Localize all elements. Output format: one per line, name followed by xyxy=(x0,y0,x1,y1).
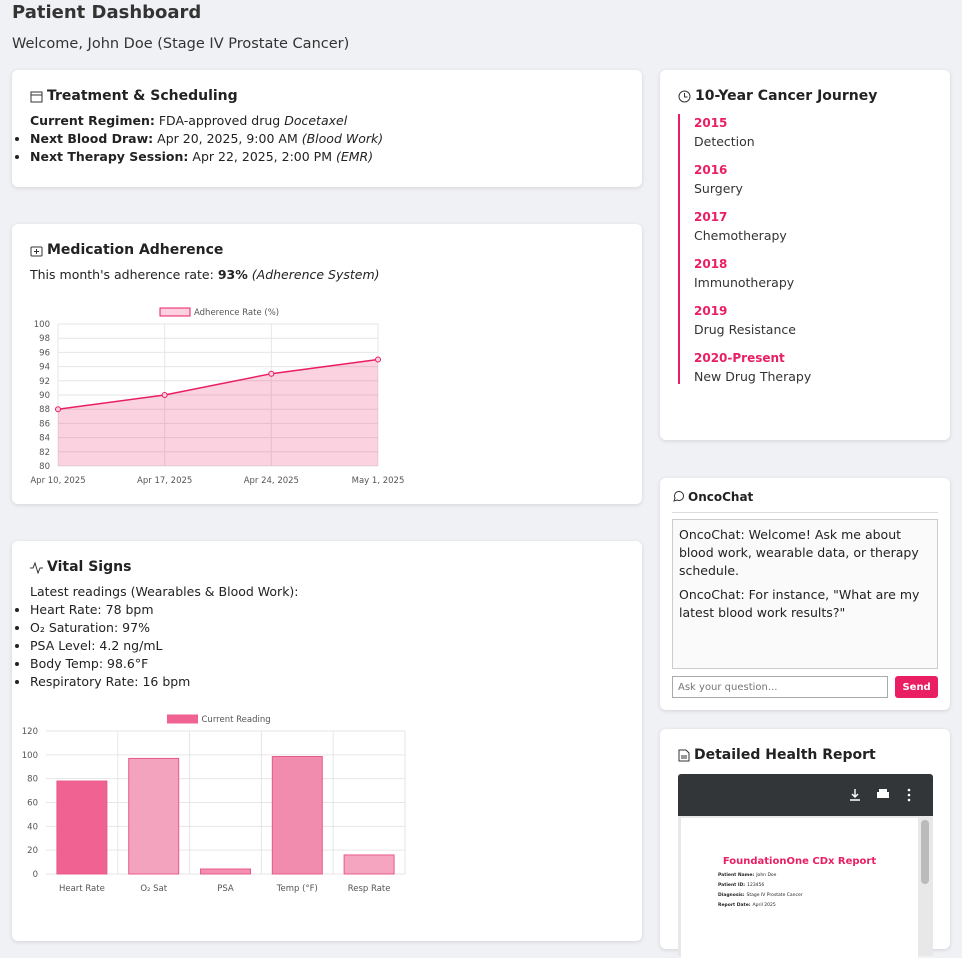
field-label: Report Date: xyxy=(718,903,751,908)
card-title: Vital Signs xyxy=(30,559,624,575)
timeline: 2015 Detection 2016 Surgery 2017 Chemotherapy… xyxy=(678,114,932,384)
card-title: Treatment & Scheduling xyxy=(30,88,624,104)
em: (Blood Work) xyxy=(301,131,384,146)
event: Immunotherapy xyxy=(694,275,795,290)
list: Heart Rate: 78 bpmO₂ Saturation: 97%PSA … xyxy=(12,601,624,691)
doc-title: FoundationOne CDx Report xyxy=(722,856,877,867)
item: Next Blood Draw:Apr 20, 2025, 9:00 AM(Bl… xyxy=(30,130,624,148)
adherence-card: Medication Adherence This month's adhere… xyxy=(12,224,642,504)
text: Apr 20, 2025, 9:00 AM xyxy=(157,131,298,146)
field: Report Date: April 2025 xyxy=(718,901,918,911)
em: Docetaxel xyxy=(284,113,348,128)
field: Diagnosis: Stage IV Prostate Cancer xyxy=(718,891,918,901)
em: (EMR) xyxy=(336,149,374,164)
text: This month's adherence rate: xyxy=(30,267,214,282)
chat-input[interactable] xyxy=(672,676,889,698)
title-text: Medication Adherence xyxy=(47,242,224,258)
title-text: OncoChat xyxy=(688,490,754,504)
toolbar-icons xyxy=(850,788,911,802)
event: Surgery xyxy=(694,181,743,196)
title-text: Vital Signs xyxy=(47,559,132,575)
treatment-card: Treatment & Scheduling Current Regimen: F… xyxy=(12,70,642,187)
icon xyxy=(673,491,684,502)
label: Current Regimen: xyxy=(30,113,155,128)
rate-line: This month's adherence rate: 93% (Adherenc… xyxy=(30,266,624,284)
label: Next Blood Draw: xyxy=(30,131,154,146)
event: New Drug Therapy xyxy=(694,369,812,384)
text: FDA-approved drug xyxy=(158,113,281,128)
icon xyxy=(678,749,690,761)
item: PSA Level: 4.2 ng/mL xyxy=(30,637,624,655)
list: Next Blood Draw:Apr 20, 2025, 9:00 AM(Bl… xyxy=(12,130,624,166)
pdf-page: FoundationOne CDx Report Patient Name: Jo… xyxy=(681,818,918,958)
field-value: John Doe xyxy=(756,873,777,878)
title-text: Detailed Health Report xyxy=(694,747,876,763)
page: Patient Dashboard Welcome, John Doe (Sta… xyxy=(0,0,962,908)
field: Patient ID: 123456 xyxy=(718,881,918,891)
doc-fields: Patient Name: John Doe Patient ID: 123456 Di… xyxy=(718,871,918,911)
report-card: Detailed Health Report FoundationOne CDx… xyxy=(660,729,950,958)
field-label: Diagnosis: xyxy=(718,893,745,898)
icon xyxy=(30,560,43,574)
item: Body Temp: 98.6°F xyxy=(30,655,624,673)
rate: 93% xyxy=(217,267,248,282)
card-title: Medication Adherence xyxy=(30,242,624,258)
card-title: Detailed Health Report xyxy=(678,747,932,763)
regimen: Current Regimen: FDA-approved drug Docetax… xyxy=(30,112,624,130)
field-value: April 2025 xyxy=(752,903,776,908)
year: 2015 xyxy=(694,116,728,130)
title: Patient Dashboard xyxy=(12,2,202,23)
pdf-toolbar xyxy=(678,774,933,816)
title-text: Treatment & Scheduling xyxy=(47,88,238,104)
event: Drug Resistance xyxy=(694,322,796,337)
year: 2016 xyxy=(694,163,728,177)
event: Detection xyxy=(694,134,755,149)
item: Respiratory Rate: 16 bpm xyxy=(30,673,624,691)
card-title: OncoChat xyxy=(672,490,938,513)
field-value: Stage IV Prostate Cancer xyxy=(746,893,803,898)
year: 2019 xyxy=(694,304,728,318)
scrollbar xyxy=(921,820,929,884)
message: OncoChat: Welcome! Ask me about blood wo… xyxy=(679,527,919,578)
card-title: 10-Year Cancer Journey xyxy=(678,88,932,104)
text: Apr 22, 2025, 2:00 PM xyxy=(192,149,332,164)
field-label: Patient ID: xyxy=(718,883,746,888)
icon xyxy=(30,91,43,102)
send-button[interactable]: Send xyxy=(895,676,938,698)
chat-card: OncoChat OncoChat: Welcome! Ask me about… xyxy=(660,478,950,710)
field: Patient Name: John Doe xyxy=(718,871,918,881)
intro: Latest readings (Wearables & Blood Work)… xyxy=(30,584,299,599)
event: Chemotherapy xyxy=(694,228,787,243)
title-text: 10-Year Cancer Journey xyxy=(695,88,878,104)
item: Heart Rate: 78 bpm xyxy=(30,601,624,619)
item: Next Therapy Session:Apr 22, 2025, 2:00 … xyxy=(30,148,624,166)
label: Next Therapy Session: xyxy=(30,149,189,164)
journey-card: 10-Year Cancer Journey 2015 Detection 2016… xyxy=(660,70,950,440)
chat-log: OncoChat: Welcome! Ask me about blood wo… xyxy=(672,519,938,669)
icon xyxy=(678,90,691,102)
vitals-card: Vital Signs Latest readings (Wearables &… xyxy=(12,541,642,941)
year: 2018 xyxy=(694,257,728,271)
message: OncoChat: For instance, "What are my lat… xyxy=(679,587,920,620)
pdf-viewer: FoundationOne CDx Report Patient Name: Jo… xyxy=(678,816,933,958)
source: (Adherence System) xyxy=(251,267,380,282)
field-label: Patient Name: xyxy=(718,873,755,878)
field-value: 123456 xyxy=(747,883,765,888)
item: O₂ Saturation: 97% xyxy=(30,619,624,637)
year: 2020-Present xyxy=(694,351,785,365)
icon xyxy=(30,246,43,256)
year: 2017 xyxy=(694,210,728,224)
welcome: Welcome, John Doe (Stage IV Prostate Can… xyxy=(12,36,350,52)
